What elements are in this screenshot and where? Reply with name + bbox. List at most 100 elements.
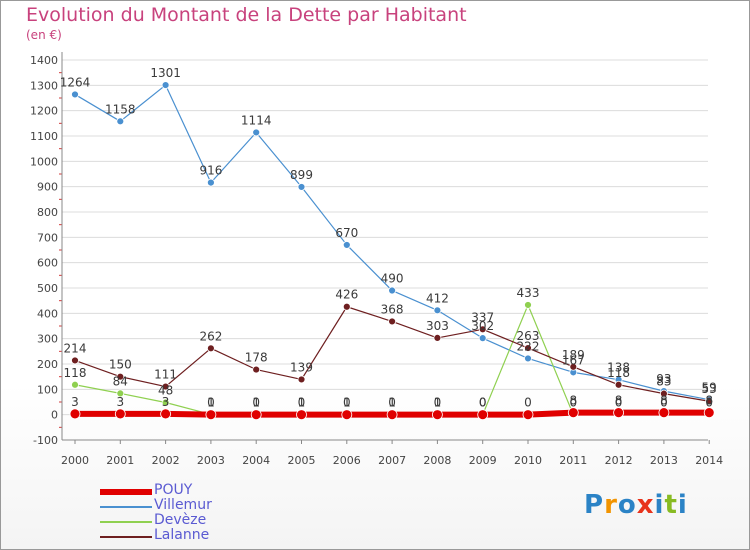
data-label-devze: 118 [64, 366, 87, 380]
data-label-lalanne: 263 [517, 329, 540, 343]
data-label-villemur: 1114 [241, 113, 272, 127]
data-label-villemur: 93 [656, 372, 671, 386]
x-tick-label: 2012 [605, 454, 633, 467]
y-tick-label: -100 [33, 434, 58, 447]
x-tick-label: 2006 [333, 454, 361, 467]
data-point-lalanne [524, 344, 532, 352]
data-point-devze [116, 389, 125, 398]
data-point-villemur [433, 306, 442, 315]
x-tick-label: 2014 [695, 454, 723, 467]
data-point-villemur [297, 183, 306, 191]
data-label-pouy: 3 [162, 395, 170, 409]
data-point-pouy [114, 408, 126, 420]
data-point-lalanne [705, 397, 714, 406]
x-tick-label: 2004 [242, 454, 270, 467]
data-point-pouy [703, 407, 715, 419]
y-tick-label: 500 [37, 282, 58, 295]
data-label-pouy: 8 [615, 394, 623, 408]
data-point-lalanne [569, 362, 578, 371]
data-label-lalanne: 83 [656, 375, 671, 389]
data-point-pouy [477, 409, 489, 421]
legend-label-pouy: POUY [154, 482, 193, 498]
data-point-pouy [522, 409, 534, 421]
legend-swatch-pouy [100, 489, 152, 495]
data-label-pouy: 0 [388, 396, 396, 410]
data-label-lalanne: 426 [335, 288, 358, 302]
data-point-villemur [116, 117, 125, 126]
data-point-lalanne [252, 365, 261, 374]
data-point-lalanne [297, 375, 306, 384]
data-point-pouy [160, 408, 172, 420]
y-tick-label: 1300 [30, 79, 58, 92]
data-label-villemur: 59 [702, 381, 717, 395]
y-tick-label: 400 [37, 307, 58, 320]
data-label-devze: 0 [660, 396, 668, 410]
data-point-pouy [567, 407, 579, 419]
y-tick-label: 700 [37, 231, 58, 244]
data-label-devze: 48 [158, 384, 173, 398]
data-label-lalanne: 189 [562, 348, 585, 362]
y-tick-label: 100 [37, 383, 58, 396]
data-label-lalanne: 214 [64, 341, 87, 355]
logo-letter: x [636, 490, 655, 520]
data-label-devze: 1 [207, 395, 215, 409]
data-point-lalanne [660, 389, 668, 398]
data-point-pouy [69, 408, 81, 420]
x-tick-label: 2007 [378, 454, 406, 467]
data-label-lalanne: 139 [290, 360, 313, 374]
data-point-lalanne [206, 344, 215, 353]
data-label-villemur: 222 [517, 339, 540, 353]
data-label-pouy: 8 [705, 394, 713, 408]
data-label-devze: 433 [517, 286, 540, 300]
data-label-villemur: 138 [607, 361, 630, 375]
data-point-lalanne [342, 302, 351, 311]
data-label-lalanne: 262 [199, 329, 222, 343]
series-line-villemur [74, 84, 710, 401]
data-label-devze: 0 [705, 396, 713, 410]
data-label-villemur: 1301 [150, 66, 181, 80]
data-point-pouy [658, 407, 670, 419]
y-tick-label: 800 [37, 206, 58, 219]
data-label-pouy: 3 [71, 395, 79, 409]
legend-swatch-deveze [100, 521, 152, 523]
data-label-devze: 1 [388, 395, 396, 409]
data-point-lalanne [71, 356, 79, 365]
logo-letter: i [654, 490, 665, 520]
data-label-villemur: 167 [562, 353, 585, 367]
data-label-pouy: 0 [343, 396, 351, 410]
data-point-pouy [296, 409, 307, 421]
data-label-lalanne: 53 [702, 382, 717, 396]
chart-title: Evolution du Montant de la Dette par Hab… [26, 4, 467, 26]
data-label-pouy: 0 [434, 396, 442, 410]
logo-letter: P [584, 490, 605, 520]
data-point-villemur [524, 354, 532, 363]
x-tick-label: 2010 [514, 454, 542, 467]
data-label-villemur: 302 [471, 319, 494, 333]
legend-label-villemur: Villemur [154, 497, 212, 513]
x-tick-label: 2001 [106, 454, 134, 467]
y-tick-label: 300 [37, 333, 58, 346]
data-point-villemur [388, 286, 397, 295]
x-tick-label: 2003 [197, 454, 225, 467]
data-label-lalanne: 337 [471, 310, 494, 324]
data-point-pouy [613, 407, 624, 419]
data-point-villemur [161, 81, 170, 89]
data-point-pouy [205, 409, 217, 421]
logo-letter: r [604, 490, 618, 520]
data-label-villemur: 899 [290, 168, 313, 182]
x-tick-label: 2011 [559, 454, 587, 467]
data-point-villemur [252, 128, 261, 137]
data-label-villemur: 1264 [60, 75, 91, 89]
logo-letter: t [664, 490, 678, 520]
data-point-lalanne [116, 372, 125, 381]
data-label-lalanne: 111 [154, 368, 177, 382]
data-point-lalanne [614, 380, 623, 389]
data-label-devze: 1 [343, 395, 351, 409]
data-label-pouy: 0 [252, 396, 260, 410]
data-point-pouy [250, 409, 262, 421]
data-label-villemur: 670 [335, 226, 358, 240]
data-point-villemur [342, 241, 351, 249]
y-tick-label: 900 [37, 181, 58, 194]
